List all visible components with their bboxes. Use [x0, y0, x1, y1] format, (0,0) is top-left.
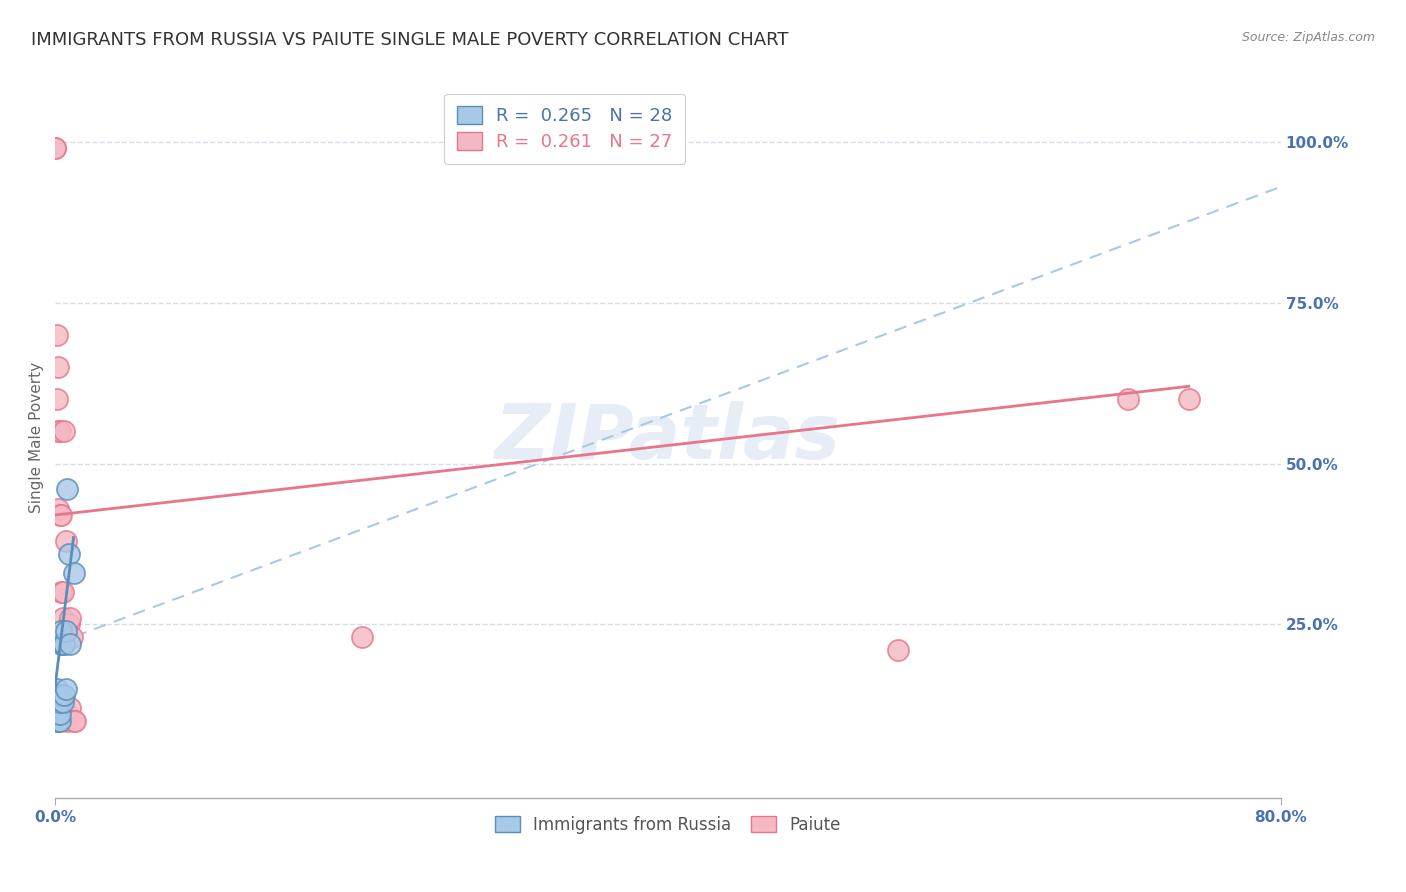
Point [49, 695, 72, 709]
Legend: Immigrants from Russia, Paiute: Immigrants from Russia, Paiute [485, 805, 851, 844]
Point [52, 637, 75, 651]
Point [1178, 392, 1201, 407]
Point [59, 701, 82, 715]
Point [46, 701, 69, 715]
Point [51, 637, 73, 651]
Point [45, 714, 67, 728]
Point [51, 508, 73, 522]
Point [58, 617, 80, 632]
Point [45, 701, 67, 715]
Point [49, 714, 72, 728]
Point [59, 611, 82, 625]
Point [44, 695, 66, 709]
Point [52, 585, 75, 599]
Point [53, 637, 76, 651]
Point [56, 707, 79, 722]
Point [46, 707, 69, 722]
Point [52, 611, 75, 625]
Point [44, 701, 66, 715]
Point [46, 501, 69, 516]
Point [56, 483, 79, 497]
Point [45, 327, 67, 342]
Point [46, 359, 69, 374]
Point [51, 585, 73, 599]
Point [58, 547, 80, 561]
Point [62, 714, 84, 728]
Point [1116, 392, 1139, 407]
Text: IMMIGRANTS FROM RUSSIA VS PAIUTE SINGLE MALE POVERTY CORRELATION CHART: IMMIGRANTS FROM RUSSIA VS PAIUTE SINGLE … [31, 31, 789, 49]
Point [45, 681, 67, 696]
Point [53, 425, 76, 439]
Point [51, 624, 73, 638]
Point [55, 624, 77, 638]
Point [46, 688, 69, 702]
Text: ZIPatlas: ZIPatlas [495, 401, 841, 475]
Point [63, 714, 86, 728]
Point [886, 643, 908, 657]
Point [56, 714, 79, 728]
Point [46, 714, 69, 728]
Point [350, 630, 373, 644]
Point [49, 508, 72, 522]
Point [46, 425, 69, 439]
Point [45, 392, 67, 407]
Y-axis label: Single Male Poverty: Single Male Poverty [30, 362, 44, 514]
Point [60, 630, 83, 644]
Point [52, 695, 75, 709]
Point [53, 688, 76, 702]
Point [44, 688, 66, 702]
Point [44, 141, 66, 155]
Point [49, 425, 72, 439]
Point [55, 533, 77, 548]
Point [55, 681, 77, 696]
Point [49, 707, 72, 722]
Point [62, 566, 84, 580]
Point [45, 707, 67, 722]
Point [59, 637, 82, 651]
Point [46, 695, 69, 709]
Point [49, 688, 72, 702]
Point [44, 141, 66, 155]
Text: Source: ZipAtlas.com: Source: ZipAtlas.com [1241, 31, 1375, 45]
